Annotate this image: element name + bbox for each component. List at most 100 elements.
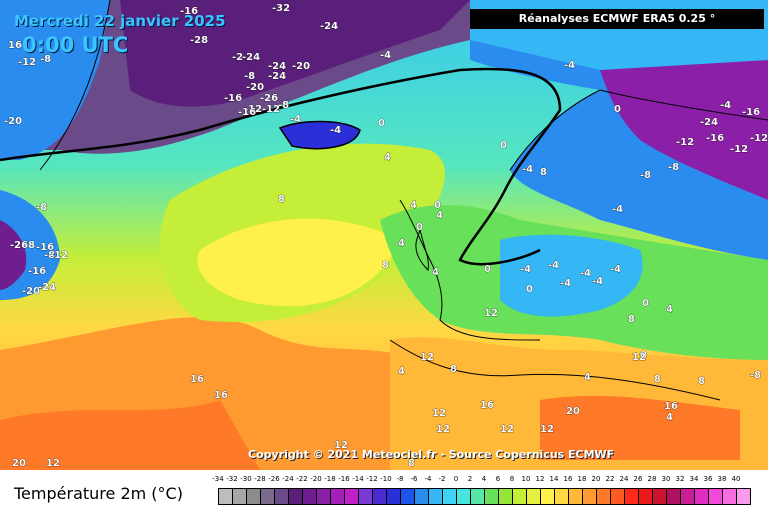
map-time: 0:00 UTC — [22, 33, 129, 57]
scale-swatch — [526, 488, 541, 505]
scale-tick-label: 2 — [467, 475, 473, 483]
iceland-landmass — [278, 120, 361, 150]
isotherm-label: -4 — [580, 268, 591, 279]
copyright-notice: Copyright © 2021 Meteociel.fr - Source C… — [248, 448, 615, 461]
scale-tick-label: 38 — [717, 475, 727, 483]
scale-tick-label: 16 — [563, 475, 573, 483]
isotherm-label: 16 — [480, 400, 494, 411]
isotherm-label: 8 — [628, 314, 635, 325]
isotherm-label: 4 — [398, 238, 405, 249]
isotherm-label: -20 — [246, 82, 264, 93]
scale-swatch — [456, 488, 471, 505]
isotherm-label: -4 — [522, 164, 533, 175]
scale-swatch — [232, 488, 247, 505]
scale-tick-label: -2 — [438, 475, 446, 483]
scale-swatch — [428, 488, 443, 505]
legend-title: Température 2m (°C) — [14, 484, 183, 503]
greenland-coastline — [39, 0, 111, 171]
isotherm-label: -4 — [592, 276, 603, 287]
scale-tick-label: 0 — [453, 475, 459, 483]
source-label: Réanalyses ECMWF ERA5 0.25 ° — [470, 9, 764, 29]
scale-tick-label: 20 — [591, 475, 601, 483]
isotherm-label: -4 — [330, 125, 341, 136]
isotherm-label: -20 — [22, 286, 40, 297]
scale-tick-label: -18 — [324, 475, 336, 483]
isotherm-label: -8 — [640, 170, 651, 181]
isotherm-label: -24 — [242, 52, 260, 63]
scale-swatch — [512, 488, 527, 505]
scale-tick-label: 6 — [495, 475, 501, 483]
isotherm-label: -2 — [232, 52, 243, 63]
scale-tick-label: -26 — [268, 475, 280, 483]
isotherm-label: 8 — [540, 167, 547, 178]
scale-tick-label: 24 — [619, 475, 629, 483]
isotherm-label: -12 — [50, 250, 68, 261]
scale-tick-label: -4 — [424, 475, 432, 483]
scale-tick-label: -30 — [240, 475, 252, 483]
hot-ocean-band — [0, 400, 260, 470]
scale-tick-label: 34 — [689, 475, 699, 483]
isotherm-label: -24 — [38, 282, 56, 293]
scale-swatch — [372, 488, 387, 505]
isotherm-label: -8 — [668, 162, 679, 173]
scale-swatch — [414, 488, 429, 505]
coastlines — [39, 0, 768, 401]
isotherm-label: -8 — [24, 240, 35, 251]
scale-tick-label: -32 — [226, 475, 238, 483]
scale-tick-label: -16 — [338, 475, 350, 483]
scale-swatch — [302, 488, 317, 505]
warm-atlantic-zone — [197, 218, 400, 307]
isotherm-label: -12 — [750, 133, 768, 144]
sahara-warm-zone — [540, 395, 740, 460]
isotherm-label: 0 — [642, 298, 649, 309]
isotherm-label: 4 — [436, 210, 443, 221]
isotherm-label: 8 — [654, 374, 661, 385]
isotherm-label: -16 — [238, 107, 256, 118]
isotherm-label: -16 — [36, 242, 54, 253]
isotherm-label: -16 — [742, 107, 760, 118]
isotherm-label: -12 — [730, 144, 748, 155]
scale-tick-label: -14 — [352, 475, 364, 483]
isotherm-label: 16 — [8, 40, 22, 51]
isotherm-label: -4 — [290, 114, 301, 125]
scale-swatch — [330, 488, 345, 505]
isotherm-label: 16 — [664, 401, 678, 412]
canada-cold-zone — [0, 220, 27, 290]
isotherm-label: -8 — [750, 370, 761, 381]
isotherm-label: -4 — [380, 50, 391, 61]
color-scale — [218, 488, 751, 505]
isotherm-label: -4 — [564, 60, 575, 71]
isotherm-label: -20 — [292, 61, 310, 72]
isotherm-label: -24 — [320, 21, 338, 32]
scale-tick-label: 30 — [661, 475, 671, 483]
temperature-map: -16 -32 -24 -28 16 -12 -8 -2 -24 -4 -24 -20 -8 -24 -20… — [0, 0, 768, 470]
scale-tick-label: 22 — [605, 475, 615, 483]
uk-coastline — [415, 228, 429, 272]
legend-bar: Température 2m (°C) -34 -32 -30 -28 -26 -24 -2… — [0, 470, 768, 512]
isotherm-label: -4 — [548, 260, 559, 271]
scale-tick-label: 40 — [731, 475, 741, 483]
scale-tick-label: -22 — [296, 475, 308, 483]
scale-tick-label: 26 — [633, 475, 643, 483]
scale-tick-label: 32 — [675, 475, 685, 483]
isotherm-label: 0 — [640, 350, 647, 361]
scale-tick-label: -34 — [212, 475, 224, 483]
isotherm-label: 4 — [398, 366, 405, 377]
isotherm-label: -20 — [4, 116, 22, 127]
isotherm-label: -4 — [612, 204, 623, 215]
isotherm-label: -24 — [700, 117, 718, 128]
scale-tick-label: 8 — [509, 475, 515, 483]
isotherm-label: 0 — [434, 200, 441, 211]
scale-swatch — [722, 488, 737, 505]
scale-swatch — [470, 488, 485, 505]
scale-tick-label: 18 — [577, 475, 587, 483]
scale-swatch — [708, 488, 723, 505]
isotherm-label: 0 — [416, 222, 423, 233]
isotherm-label: -12 — [676, 137, 694, 148]
isotherm-label: 12 — [540, 424, 554, 435]
isotherm-label: -16 — [28, 266, 46, 277]
scale-tick-label: -6 — [410, 475, 418, 483]
scale-swatch — [694, 488, 709, 505]
